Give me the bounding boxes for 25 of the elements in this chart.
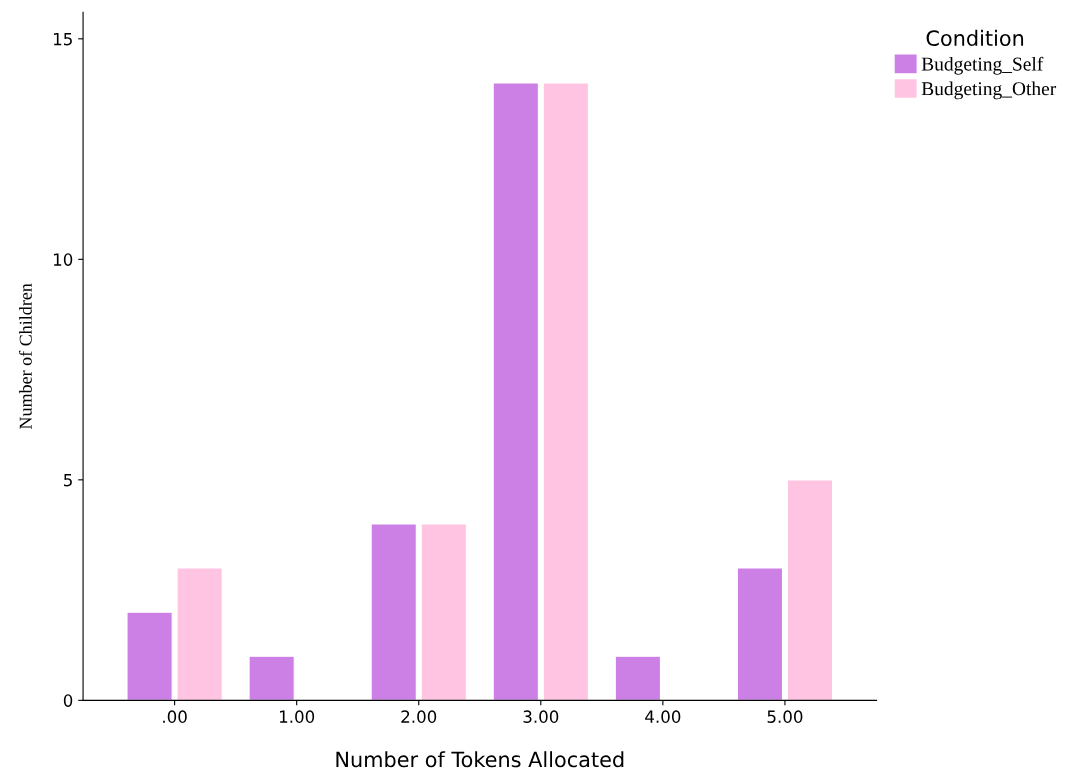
bar [542, 82, 589, 701]
bar [126, 611, 173, 701]
y-tick-label: 5 [64, 474, 72, 487]
x-tick-label: 2.00 [401, 710, 437, 723]
bar [248, 655, 295, 701]
y-axis-title: Number of Children [18, 283, 32, 430]
bar [420, 523, 467, 701]
bar [370, 523, 417, 701]
x-tick-label: 1.00 [279, 710, 315, 723]
legend-label: Budgeting_Other [921, 81, 1057, 100]
bar [786, 479, 834, 701]
bar [492, 82, 539, 701]
x-tick-label: 3.00 [523, 710, 559, 723]
y-tick-label: 0 [63, 694, 73, 707]
legend-label: Budgeting_Self [921, 56, 1044, 75]
bar [614, 655, 661, 701]
x-axis-title: Number of Tokens Allocated [336, 751, 624, 768]
bar [176, 567, 223, 701]
x-tick-label: 4.00 [645, 710, 681, 723]
y-tick-label: 10 [53, 253, 73, 266]
x-tick-label: .00 [163, 710, 187, 723]
y-tick-label: 15 [53, 33, 72, 46]
bar [736, 567, 784, 701]
x-tick-label: 5.00 [767, 710, 803, 723]
legend-title: Condition [926, 29, 1024, 46]
